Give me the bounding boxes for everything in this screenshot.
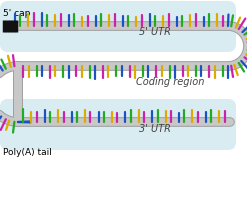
FancyBboxPatch shape (0, 99, 236, 150)
FancyBboxPatch shape (0, 1, 236, 52)
Text: 3' UTR: 3' UTR (139, 124, 171, 134)
Text: Poly(A) tail: Poly(A) tail (3, 148, 52, 157)
Text: 5' UTR: 5' UTR (139, 27, 171, 37)
Text: 5' cap: 5' cap (3, 9, 30, 18)
Text: Coding region: Coding region (136, 77, 204, 87)
